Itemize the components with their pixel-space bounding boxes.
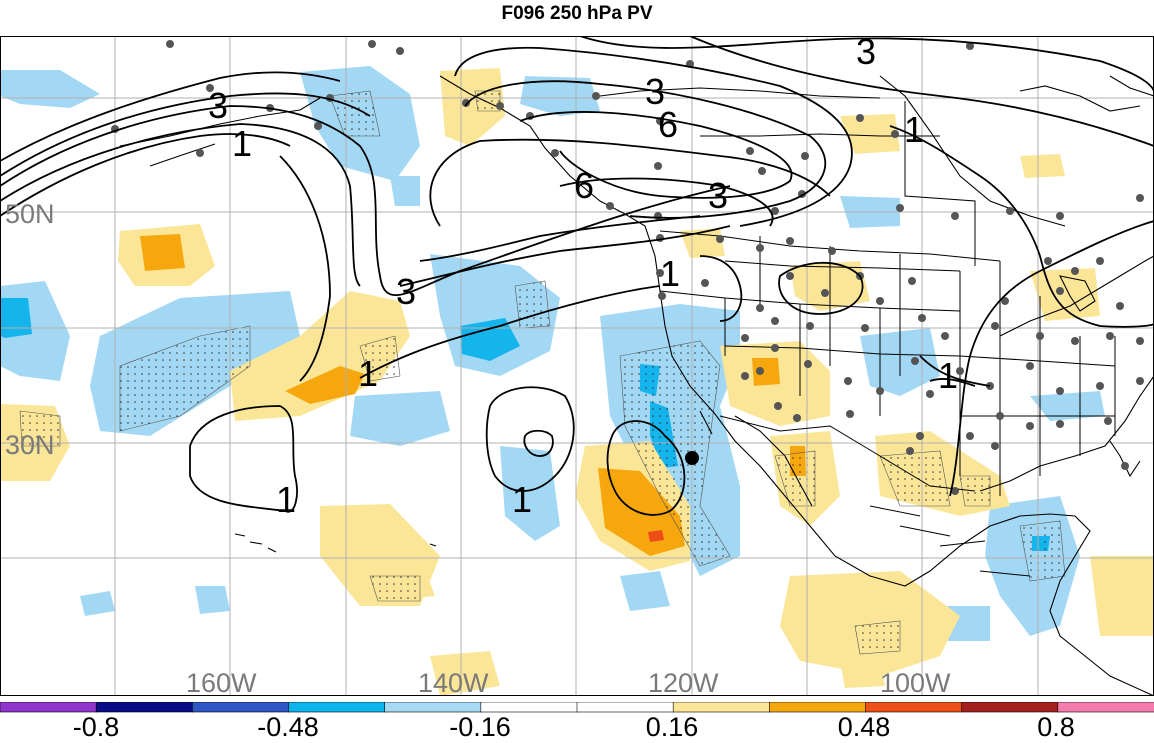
lon-label-160w: 160W bbox=[186, 668, 257, 696]
colorbar-label: -0.48 bbox=[257, 712, 319, 742]
chart-title: F096 250 hPa PV bbox=[501, 3, 653, 24]
colorbar-swatch bbox=[576, 702, 674, 713]
coastlines bbox=[119, 75, 1154, 696]
colorbar-label: -0.8 bbox=[72, 712, 120, 742]
colorbar: -0.8 -0.48 -0.16 0.16 0.48 0.8 bbox=[0, 702, 1154, 742]
colorbar-swatch bbox=[192, 702, 290, 713]
contour-label: 6 bbox=[658, 104, 678, 145]
colorbar-swatch bbox=[0, 702, 97, 713]
colorbar-swatch bbox=[95, 702, 194, 713]
contour-label: 3 bbox=[645, 71, 665, 112]
station-dots bbox=[111, 40, 1144, 495]
colorbar-swatch bbox=[480, 702, 578, 713]
contour-label: 1 bbox=[512, 479, 532, 520]
colorbar-swatch bbox=[961, 702, 1059, 713]
lon-label-100w: 100W bbox=[880, 668, 951, 696]
lon-label-120w: 120W bbox=[648, 668, 719, 696]
contour-label: 1 bbox=[358, 353, 378, 394]
colorbar-swatch bbox=[672, 702, 771, 713]
contour-label: 3 bbox=[396, 271, 416, 312]
colorbar-swatch bbox=[384, 702, 482, 713]
lon-label-140w: 140W bbox=[418, 668, 489, 696]
lat-lon-grid bbox=[0, 36, 1154, 696]
significance-stippling bbox=[19, 90, 1066, 655]
contour-label: 1 bbox=[276, 479, 296, 520]
contour-label: 3 bbox=[208, 85, 228, 126]
colorbar-label: 0.16 bbox=[645, 712, 699, 742]
colorbar-swatches bbox=[0, 702, 1154, 713]
colorbar-label: 0.8 bbox=[1037, 712, 1075, 742]
contour-label: 6 bbox=[574, 165, 594, 206]
map-panel[interactable]: 50N 30N 160W 140W 120W 100W 3 1 3 6 3 6 … bbox=[0, 36, 1154, 696]
colorbar-swatch bbox=[1057, 702, 1154, 713]
point-marker[interactable] bbox=[685, 451, 699, 465]
pv-contours bbox=[0, 36, 1154, 516]
contour-label: 1 bbox=[938, 355, 958, 396]
colorbar-label: -0.16 bbox=[449, 712, 511, 742]
contour-label: 3 bbox=[856, 36, 876, 72]
strong-positive-shading bbox=[648, 530, 664, 542]
contour-label: 1 bbox=[232, 123, 252, 164]
contour-label: 1 bbox=[660, 253, 680, 294]
lat-label-50n: 50N bbox=[5, 199, 55, 229]
colorbar-label: 0.48 bbox=[837, 712, 891, 742]
lat-label-30n: 30N bbox=[5, 430, 55, 460]
colorbar-swatch bbox=[769, 702, 867, 713]
contour-label: 3 bbox=[708, 175, 728, 216]
contour-labels: 3 1 3 6 3 6 3 1 1 3 1 1 1 1 bbox=[208, 36, 958, 520]
colorbar-swatch bbox=[288, 702, 386, 713]
colorbar-swatch bbox=[865, 702, 963, 713]
political-boundaries bbox=[599, 87, 1116, 577]
contour-label: 1 bbox=[904, 109, 924, 150]
